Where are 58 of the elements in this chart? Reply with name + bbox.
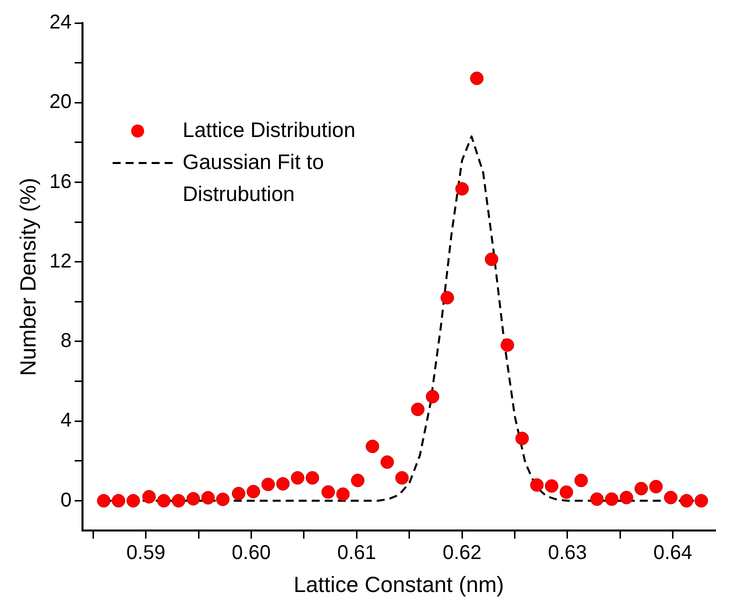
- point: [440, 290, 454, 304]
- point: [350, 474, 364, 488]
- point: [544, 479, 558, 493]
- y-tick-label: 20: [49, 91, 72, 114]
- legend-label: Gaussian Fit to Distrubution: [182, 150, 324, 206]
- y-axis-title: Number Density (%): [15, 178, 40, 376]
- y-tick-label: 12: [49, 250, 72, 272]
- point: [96, 494, 110, 508]
- point: [276, 477, 290, 491]
- y-tick-label: 4: [60, 410, 72, 432]
- point: [172, 494, 186, 508]
- y-tick-label: 16: [49, 170, 72, 193]
- point: [366, 440, 380, 454]
- x-tick-label: 0.60: [232, 542, 271, 564]
- x-tick-label: 0.62: [442, 542, 482, 564]
- x-tick-label: 0.59: [126, 542, 166, 564]
- point: [694, 494, 708, 508]
- y-tick-label: 0: [60, 489, 72, 512]
- point: [470, 72, 484, 86]
- point: [380, 455, 394, 469]
- x-axis-title: Lattice Constant (nm): [294, 572, 504, 597]
- point: [664, 490, 678, 504]
- point: [484, 252, 498, 266]
- legend-label: Lattice Distribution: [182, 118, 356, 142]
- point: [126, 494, 140, 508]
- point: [395, 471, 409, 485]
- point: [515, 432, 529, 446]
- point: [290, 471, 304, 485]
- point: [321, 485, 335, 499]
- point: [620, 490, 634, 504]
- x-tick-label: 0.64: [653, 542, 692, 564]
- point: [574, 474, 588, 488]
- point: [232, 486, 246, 500]
- point: [426, 390, 440, 404]
- point: [634, 482, 648, 496]
- point: [142, 490, 156, 504]
- point: [680, 494, 694, 508]
- point: [186, 492, 200, 506]
- x-tick-label: 0.61: [337, 542, 376, 564]
- point: [455, 182, 469, 196]
- point: [336, 487, 350, 501]
- y-tick-label: 24: [49, 12, 72, 34]
- point: [560, 485, 574, 499]
- y-tick-label: 8: [60, 330, 72, 352]
- point: [201, 491, 215, 505]
- x-tick-label: 0.63: [548, 542, 587, 564]
- point: [590, 492, 604, 506]
- point: [306, 471, 320, 485]
- point: [649, 480, 663, 494]
- point: [530, 478, 544, 492]
- point: [500, 338, 514, 352]
- point: [157, 494, 171, 508]
- point: [216, 492, 230, 506]
- point: [411, 402, 425, 416]
- point: [246, 484, 260, 498]
- point: [604, 492, 618, 506]
- point: [112, 494, 126, 508]
- point: [261, 478, 275, 492]
